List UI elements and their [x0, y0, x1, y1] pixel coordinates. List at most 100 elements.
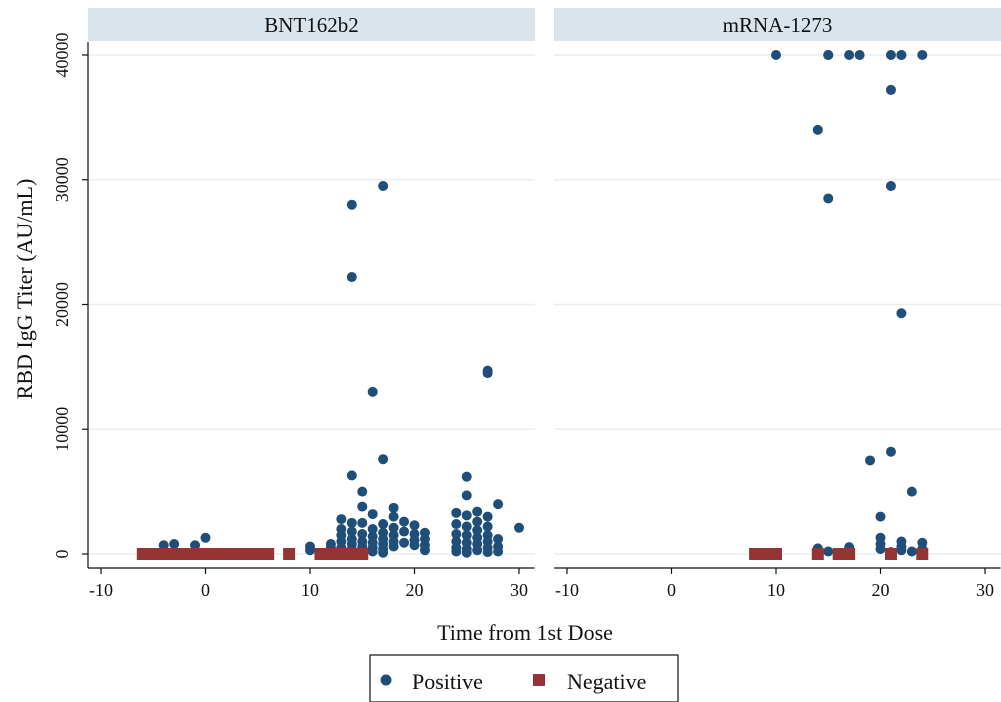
point-positive: [917, 50, 928, 60]
point-negative: [178, 548, 191, 560]
point-negative: [209, 548, 222, 560]
point-positive: [378, 519, 389, 530]
point-positive: [823, 546, 834, 557]
point-negative: [770, 548, 782, 560]
point-positive: [514, 522, 524, 533]
point-negative: [843, 548, 856, 560]
x-tick-label: 30: [976, 580, 994, 600]
point-positive: [305, 545, 315, 556]
point-positive: [823, 50, 834, 60]
panel-2: mRNA-1273 -10 0 10 20 30: [554, 8, 1001, 600]
point-negative: [136, 548, 149, 560]
point-positive: [357, 501, 368, 512]
legend-marker-negative: [533, 674, 545, 686]
point-negative: [283, 548, 296, 560]
point-negative: [749, 548, 762, 560]
point-positive: [482, 547, 493, 558]
point-positive: [461, 510, 472, 521]
point-negative: [230, 548, 243, 560]
point-positive: [409, 540, 420, 551]
point-positive: [451, 546, 462, 557]
x-tick-label: 10: [767, 580, 785, 600]
point-positive: [865, 455, 876, 466]
point-positive: [451, 519, 462, 530]
point-positive: [461, 521, 472, 532]
point-negative: [147, 548, 160, 560]
y-tick-label: 40000: [52, 33, 72, 78]
point-positive: [472, 525, 483, 536]
point-positive: [200, 532, 211, 543]
point-positive: [875, 544, 886, 555]
point-positive: [906, 546, 917, 557]
point-positive: [367, 509, 378, 520]
legend-label-negative: Negative: [567, 669, 646, 694]
point-positive: [493, 499, 504, 510]
legend-box: [369, 654, 679, 702]
point-positive: [493, 534, 504, 545]
point-negative: [189, 548, 202, 560]
point-positive: [346, 272, 357, 283]
point-positive: [367, 524, 378, 535]
point-negative: [168, 548, 181, 560]
panel-header: [88, 8, 535, 41]
point-positive: [367, 386, 378, 397]
series-negative: [136, 548, 369, 560]
point-positive: [388, 511, 399, 522]
point-positive: [388, 502, 399, 513]
point-positive: [885, 50, 896, 60]
point-positive: [399, 526, 410, 537]
panels-layer: BNT162b2 -10 0 10 20 30 0 10000 20000 30000 40000 m…: [52, 8, 1001, 600]
panel-header: [554, 8, 1001, 41]
y-tick-label: 10000: [52, 407, 72, 452]
point-negative: [335, 548, 348, 560]
point-positive: [461, 490, 472, 501]
point-positive: [378, 547, 389, 558]
point-negative: [759, 548, 772, 560]
panel-title: mRNA-1273: [723, 13, 833, 37]
point-positive: [346, 199, 357, 210]
point-positive: [812, 124, 823, 135]
point-positive: [854, 50, 865, 60]
point-positive: [190, 540, 201, 551]
point-negative: [262, 548, 275, 560]
point-negative: [314, 548, 327, 560]
point-negative: [356, 548, 369, 560]
point-positive: [461, 547, 472, 558]
series-negative: [749, 548, 929, 560]
point-positive: [378, 180, 389, 191]
point-negative: [832, 548, 845, 560]
x-tick-label: 0: [201, 580, 210, 600]
y-axis-title: RBD IgG Titer (AU/mL): [12, 179, 37, 400]
series-positive: [771, 50, 928, 558]
point-positive: [367, 546, 378, 557]
point-positive: [158, 540, 169, 551]
panel-title: BNT162b2: [264, 13, 359, 37]
point-positive: [885, 446, 896, 457]
point-negative: [916, 548, 929, 560]
y-tick-label: 20000: [52, 282, 72, 327]
x-tick-label: 20: [872, 580, 890, 600]
point-positive: [169, 539, 180, 550]
point-positive: [346, 517, 357, 528]
point-negative: [241, 548, 254, 560]
point-positive: [472, 545, 483, 556]
point-negative: [199, 548, 212, 560]
y-tick-label: 0: [52, 550, 72, 559]
point-positive: [885, 84, 896, 95]
legend-label-positive: Positive: [412, 669, 483, 694]
point-negative: [220, 548, 233, 560]
point-positive: [388, 541, 399, 552]
point-positive: [875, 511, 886, 522]
point-positive: [388, 522, 399, 533]
point-positive: [336, 514, 347, 525]
series-positive: [158, 180, 524, 558]
point-positive: [399, 516, 410, 527]
x-axis-title: Time from 1st Dose: [437, 620, 613, 645]
point-positive: [461, 471, 472, 482]
point-negative: [345, 548, 358, 560]
point-negative: [811, 548, 824, 560]
x-tick-label: -10: [89, 580, 113, 600]
point-positive: [357, 486, 368, 497]
point-positive: [451, 507, 462, 518]
